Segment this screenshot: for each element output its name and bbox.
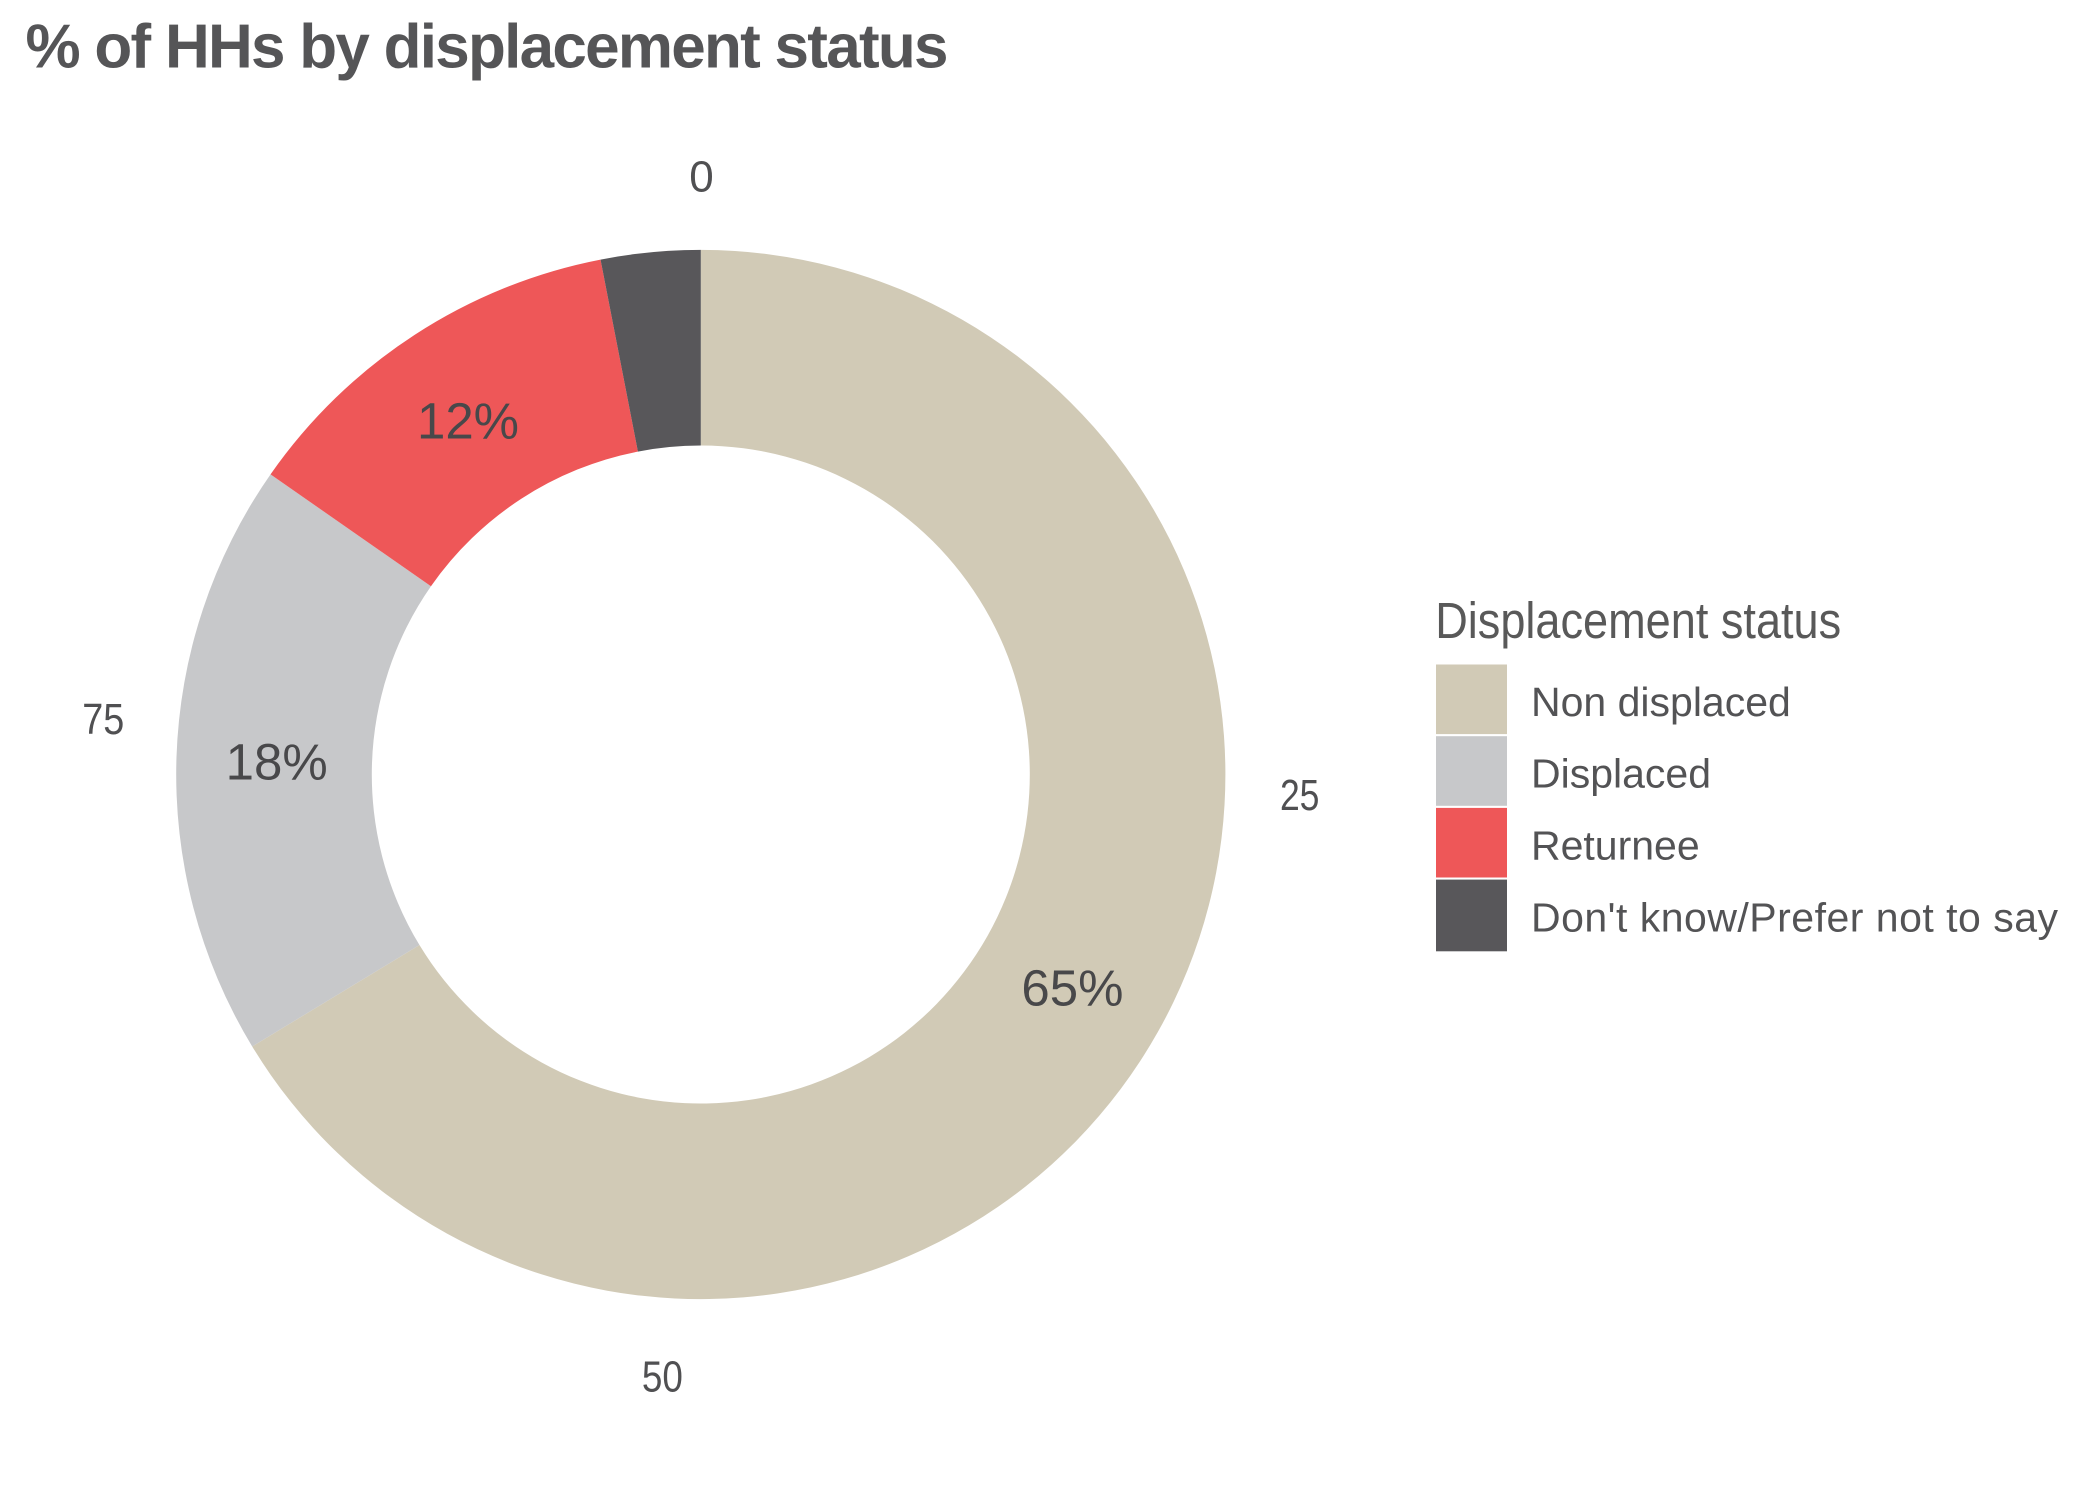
svg-text:75: 75 [82,695,124,744]
svg-text:65%: 65% [1021,959,1123,1016]
svg-text:12%: 12% [417,393,519,450]
svg-text:25: 25 [1280,771,1320,820]
svg-text:50: 50 [642,1352,683,1401]
svg-text:0: 0 [689,153,713,202]
svg-text:Displacement status: Displacement status [1435,592,1841,649]
svg-text:% of HHs by displacement statu: % of HHs by displacement status [26,13,949,82]
svg-text:Displaced: Displaced [1531,750,1711,796]
svg-text:Don't know/Prefer not to say: Don't know/Prefer not to say [1531,895,2059,941]
svg-text:18%: 18% [226,734,328,791]
svg-text:Non displaced: Non displaced [1531,679,1791,725]
svg-text:Returnee: Returnee [1531,822,1700,868]
